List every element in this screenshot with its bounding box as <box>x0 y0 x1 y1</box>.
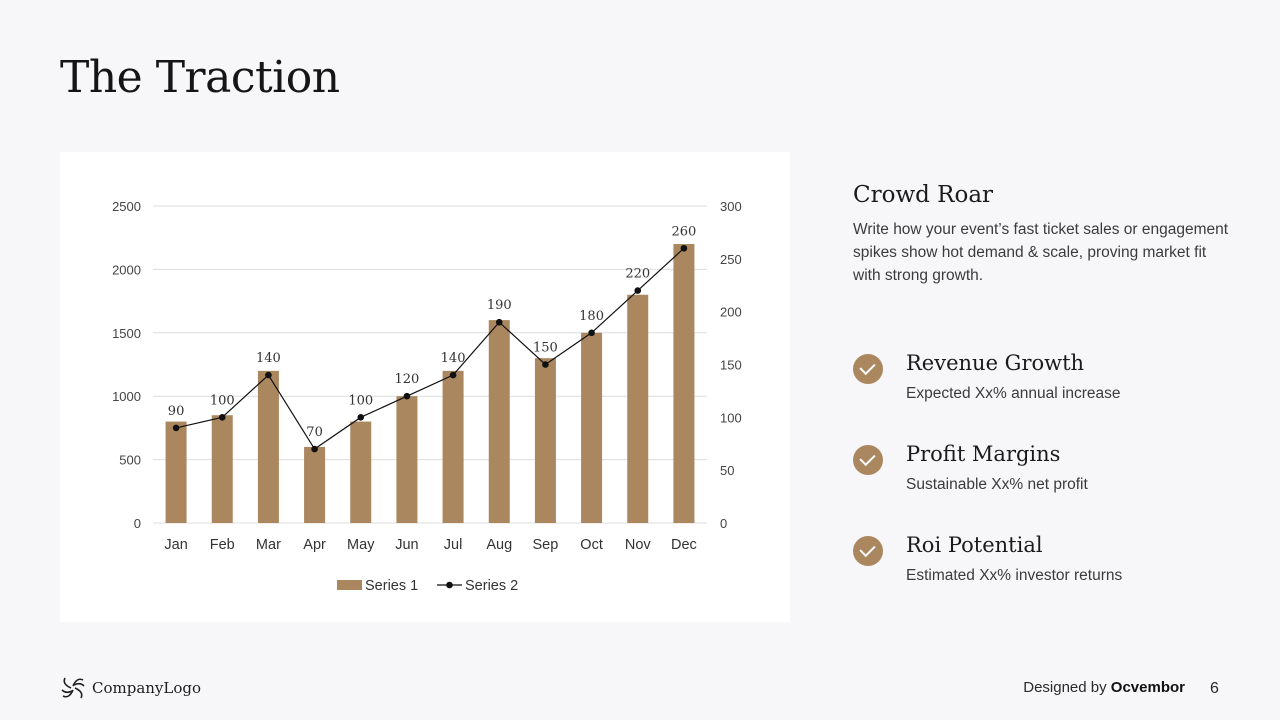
bar <box>304 446 326 523</box>
data-label: 100 <box>348 393 373 408</box>
section-heading: Crowd Roar <box>853 182 994 208</box>
x-tick-label: Jan <box>164 537 187 553</box>
y2-tick-label: 250 <box>720 252 742 267</box>
x-tick-label: Mar <box>256 537 281 553</box>
check-icon <box>853 536 883 566</box>
logo-icon <box>61 677 85 699</box>
y2-tick-label: 200 <box>720 305 742 320</box>
check-icon <box>853 445 883 475</box>
line-point <box>172 424 180 432</box>
x-tick-label: May <box>347 537 375 553</box>
data-label: 90 <box>168 404 185 419</box>
bar <box>627 294 649 523</box>
y-tick-label: 2500 <box>112 199 141 214</box>
feature-roi-potential: Roi Potential Estimated Xx% investor ret… <box>853 533 1233 596</box>
data-label: 260 <box>672 224 697 239</box>
y-tick-label: 1000 <box>112 389 141 404</box>
feature-description: Expected Xx% annual increase <box>906 385 1121 402</box>
page-title: The Traction <box>60 52 340 103</box>
legend-marker-series-2 <box>446 581 453 589</box>
data-label: 180 <box>579 309 604 324</box>
data-label: 70 <box>306 425 323 440</box>
bar <box>350 421 372 523</box>
x-tick-label: Dec <box>671 537 697 553</box>
line-point <box>588 329 595 337</box>
x-tick-label: Aug <box>486 537 512 553</box>
feature-title: Roi Potential <box>906 533 1043 557</box>
line-point <box>357 414 365 421</box>
data-label: 120 <box>395 372 420 387</box>
line-point <box>311 445 318 453</box>
y-tick-label: 0 <box>134 516 141 531</box>
y2-tick-label: 100 <box>720 410 742 425</box>
info-panel: Crowd Roar Write how your event’s fast t… <box>853 182 1233 287</box>
bar <box>534 358 556 523</box>
x-tick-label: Apr <box>303 537 326 553</box>
line-point <box>449 371 457 379</box>
line-point <box>495 318 503 326</box>
data-label: 140 <box>441 351 466 366</box>
feature-description: Sustainable Xx% net profit <box>906 476 1088 493</box>
line-point <box>542 361 549 368</box>
feature-title: Revenue Growth <box>906 351 1085 375</box>
line-point <box>403 392 411 400</box>
data-label: 220 <box>625 267 650 282</box>
x-tick-label: Nov <box>625 537 652 553</box>
line-point <box>634 287 642 294</box>
x-tick-label: Jun <box>395 537 418 553</box>
feature-title: Profit Margins <box>906 442 1061 466</box>
combo-chart: 0 500 1000 1500 2000 2500 0 50 100 150 200 250 300 Ja… <box>112 199 742 594</box>
y2-tick-label: 300 <box>720 199 742 214</box>
legend-swatch-series-1 <box>337 580 362 590</box>
section-body: Write how your event’s fast ticket sales… <box>853 221 1229 284</box>
y2-tick-label: 50 <box>720 463 734 478</box>
company-logo: CompanyLogo <box>60 675 201 701</box>
bar <box>488 320 510 523</box>
line-point <box>265 371 272 379</box>
x-tick-label: Feb <box>210 537 235 553</box>
legend-label: Series 1 <box>365 578 418 594</box>
feature-revenue-growth: Revenue Growth Expected Xx% annual incre… <box>853 351 1233 414</box>
line-point <box>218 414 226 421</box>
x-tick-label: Jul <box>444 537 463 553</box>
y-tick-label: 1500 <box>112 326 141 341</box>
bar <box>257 370 279 523</box>
line-series <box>175 247 685 450</box>
line-point <box>680 244 688 252</box>
y2-tick-label: 150 <box>720 358 742 373</box>
logo-text: CompanyLogo <box>92 679 202 697</box>
bar <box>673 244 695 523</box>
bar <box>396 396 418 523</box>
bar <box>211 415 233 523</box>
data-label: 140 <box>256 351 281 366</box>
y-tick-label: 2000 <box>112 262 141 277</box>
page-number: 6 <box>1210 680 1219 697</box>
feature-description: Estimated Xx% investor returns <box>906 567 1123 584</box>
x-tick-label: Oct <box>580 537 603 553</box>
y-tick-label: 500 <box>119 453 141 468</box>
x-tick-label: Sep <box>533 537 559 553</box>
data-label: 150 <box>533 341 558 356</box>
check-icon <box>853 354 883 384</box>
y2-tick-label: 0 <box>720 516 727 531</box>
bar <box>581 332 603 523</box>
feature-profit-margins: Profit Margins Sustainable Xx% net profi… <box>853 442 1233 505</box>
bar <box>442 370 464 523</box>
data-label: 190 <box>487 298 512 313</box>
credit-brand: Ocvembor <box>1110 679 1185 696</box>
data-label: 100 <box>210 393 235 408</box>
bar <box>165 421 187 523</box>
legend-label: Series 2 <box>465 578 518 594</box>
credit-prefix: Designed by <box>1023 679 1107 696</box>
designer-credit: Designed by Ocvembor <box>1023 679 1185 696</box>
chart-card: 0 500 1000 1500 2000 2500 0 50 100 150 200 250 300 Ja… <box>60 152 790 622</box>
